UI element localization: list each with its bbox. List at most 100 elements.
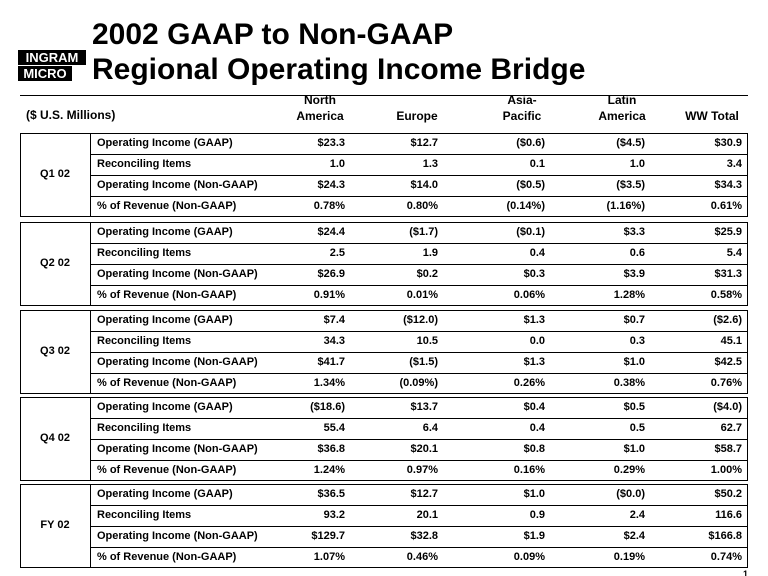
cell-value: $13.7 xyxy=(410,401,438,413)
cell-value: $24.3 xyxy=(317,179,345,191)
cell-value: $26.9 xyxy=(317,268,345,280)
cell-value: 2.4 xyxy=(629,509,645,521)
row-divider xyxy=(90,418,748,419)
row-divider xyxy=(90,285,748,286)
cell-value: 0.16% xyxy=(513,464,545,476)
row-label: Operating Income (Non-GAAP) xyxy=(97,179,258,191)
cell-value: $34.3 xyxy=(714,179,742,191)
group-label: Q2 02 xyxy=(40,257,70,269)
row-divider xyxy=(90,547,748,548)
row-label: Reconciling Items xyxy=(97,158,192,170)
cell-value: $3.3 xyxy=(623,226,645,238)
row-label: Operating Income (GAAP) xyxy=(97,314,233,326)
cell-value: $31.3 xyxy=(714,268,742,280)
row-label: Operating Income (Non-GAAP) xyxy=(97,356,258,368)
cell-value: 0.4 xyxy=(529,422,545,434)
title-line: 2002 GAAP to Non-GAAP xyxy=(92,18,454,51)
cell-value: (0.14%) xyxy=(506,200,545,212)
cell-value: 0.09% xyxy=(513,551,545,563)
cell-value: 0.76% xyxy=(710,377,742,389)
cell-value: 1.0 xyxy=(329,158,345,170)
row-divider xyxy=(90,264,748,265)
cell-value: ($0.6) xyxy=(516,137,545,149)
row-label: % of Revenue (Non-GAAP) xyxy=(97,377,237,389)
group-label: FY 02 xyxy=(40,519,70,531)
column-header: Asia- xyxy=(507,93,537,107)
cell-value: 0.46% xyxy=(406,551,438,563)
cell-value: 0.58% xyxy=(710,289,742,301)
cell-value: $0.7 xyxy=(623,314,645,326)
cell-value: $0.4 xyxy=(523,401,545,413)
cell-value: 34.3 xyxy=(323,335,345,347)
row-label: % of Revenue (Non-GAAP) xyxy=(97,200,237,212)
column-header: Latin xyxy=(607,93,637,107)
cell-value: $1.0 xyxy=(623,356,645,368)
group-label: Q1 02 xyxy=(40,168,70,180)
cell-value: $1.3 xyxy=(523,314,545,326)
row-label: Reconciling Items xyxy=(97,422,192,434)
row-divider xyxy=(90,331,748,332)
row-label: Reconciling Items xyxy=(97,509,192,521)
cell-value: 6.4 xyxy=(422,422,438,434)
cell-value: 0.4 xyxy=(529,247,545,259)
cell-value: 0.26% xyxy=(513,377,545,389)
cell-value: $0.2 xyxy=(416,268,438,280)
title-line: Regional Operating Income Bridge xyxy=(92,53,586,86)
cell-value: $3.9 xyxy=(623,268,645,280)
cell-value: $32.8 xyxy=(410,530,438,542)
logo-line: MICRO xyxy=(18,66,72,81)
row-label: Operating Income (GAAP) xyxy=(97,488,233,500)
row-label: Reconciling Items xyxy=(97,247,192,259)
cell-value: $50.2 xyxy=(714,488,742,500)
rule xyxy=(20,95,748,96)
cell-value: $12.7 xyxy=(410,137,438,149)
cell-value: $41.7 xyxy=(317,356,345,368)
cell-value: 0.1 xyxy=(529,158,545,170)
cell-value: 0.9 xyxy=(529,509,545,521)
cell-value: ($2.6) xyxy=(713,314,742,326)
cell-value: 1.9 xyxy=(422,247,438,259)
cell-value: 55.4 xyxy=(323,422,345,434)
cell-value: 20.1 xyxy=(416,509,438,521)
cell-value: $36.8 xyxy=(317,443,345,455)
cell-value: 2.5 xyxy=(329,247,345,259)
cell-value: 116.6 xyxy=(715,509,742,521)
cell-value: 0.01% xyxy=(406,289,438,301)
cell-value: 0.19% xyxy=(613,551,645,563)
cell-value: $1.0 xyxy=(523,488,545,500)
cell-value: $1.3 xyxy=(523,356,545,368)
row-divider xyxy=(90,460,748,461)
cell-value: ($1.5) xyxy=(409,356,438,368)
cell-value: 1.00% xyxy=(710,464,742,476)
cell-value: 10.5 xyxy=(416,335,438,347)
cell-value: $20.1 xyxy=(410,443,438,455)
cell-value: 93.2 xyxy=(323,509,345,521)
cell-value: 1.34% xyxy=(313,377,345,389)
cell-value: $24.4 xyxy=(317,226,345,238)
cell-value: 1.07% xyxy=(313,551,345,563)
cell-value: 0.97% xyxy=(406,464,438,476)
cell-value: 0.78% xyxy=(313,200,345,212)
cell-value: $2.4 xyxy=(623,530,645,542)
row-divider xyxy=(90,352,748,353)
row-divider xyxy=(90,526,748,527)
row-label: % of Revenue (Non-GAAP) xyxy=(97,551,237,563)
row-divider xyxy=(90,175,748,176)
cell-value: $25.9 xyxy=(714,226,742,238)
cell-value: 45.1 xyxy=(720,335,742,347)
cell-value: $129.7 xyxy=(311,530,345,542)
row-label: Operating Income (Non-GAAP) xyxy=(97,443,258,455)
cell-value: ($12.0) xyxy=(403,314,438,326)
cell-value: ($4.0) xyxy=(713,401,742,413)
row-label: Operating Income (Non-GAAP) xyxy=(97,530,258,542)
cell-value: $36.5 xyxy=(317,488,345,500)
cell-value: ($0.0) xyxy=(616,488,645,500)
column-header: WW Total xyxy=(685,109,739,123)
column-header: America xyxy=(598,109,646,123)
row-label: Operating Income (GAAP) xyxy=(97,137,233,149)
cell-value: 0.0 xyxy=(529,335,545,347)
cell-value: 0.91% xyxy=(313,289,345,301)
row-divider xyxy=(90,196,748,197)
units: ($ U.S. Millions) xyxy=(26,108,116,122)
